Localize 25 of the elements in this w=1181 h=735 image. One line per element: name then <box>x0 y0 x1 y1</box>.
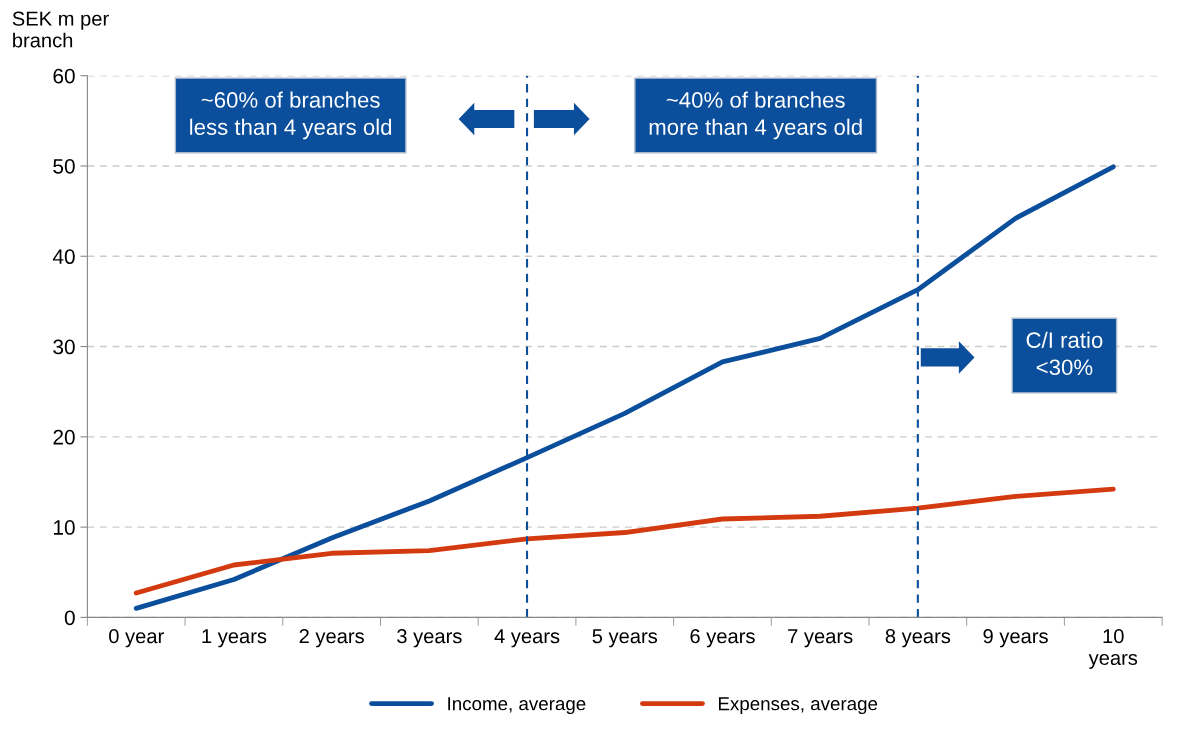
line-series <box>133 486 1116 596</box>
annotation: C/I ratio <30% <box>1026 331 1103 376</box>
y-tick-label: 40 <box>52 249 75 265</box>
x-tick-label: 6 years <box>690 629 755 648</box>
annotation: ~60% of branches less than 4 years old <box>190 91 392 140</box>
y-axis-title: SEK m per branch <box>12 11 109 48</box>
y-tick-label: 60 <box>53 68 75 84</box>
y-tick-label: 30 <box>53 339 75 355</box>
x-tick-label: 7 years <box>788 629 853 648</box>
legend-label: Expenses, average <box>718 697 878 715</box>
x-tick-label: 10 years <box>1088 629 1138 669</box>
y-tick-label: 50 <box>53 158 75 174</box>
legend-label: Income, average <box>448 697 586 715</box>
x-tick-label: 3 years <box>397 629 462 648</box>
x-tick-label: 9 years <box>983 629 1048 648</box>
x-tick-label: 2 years <box>299 629 364 648</box>
y-tick-label: 0 <box>64 610 75 626</box>
x-tick-label: 1 years <box>202 629 267 648</box>
y-tick-label: 10 <box>54 520 75 535</box>
x-tick-label: 4 years <box>494 629 560 648</box>
x-tick-label: 8 years <box>885 629 951 648</box>
x-tick-label: 0 year <box>109 629 164 648</box>
annotation: ~40% of branches more than 4 years old <box>649 91 862 140</box>
x-tick-label: 5 years <box>592 629 658 648</box>
y-tick-label: 20 <box>53 429 75 445</box>
